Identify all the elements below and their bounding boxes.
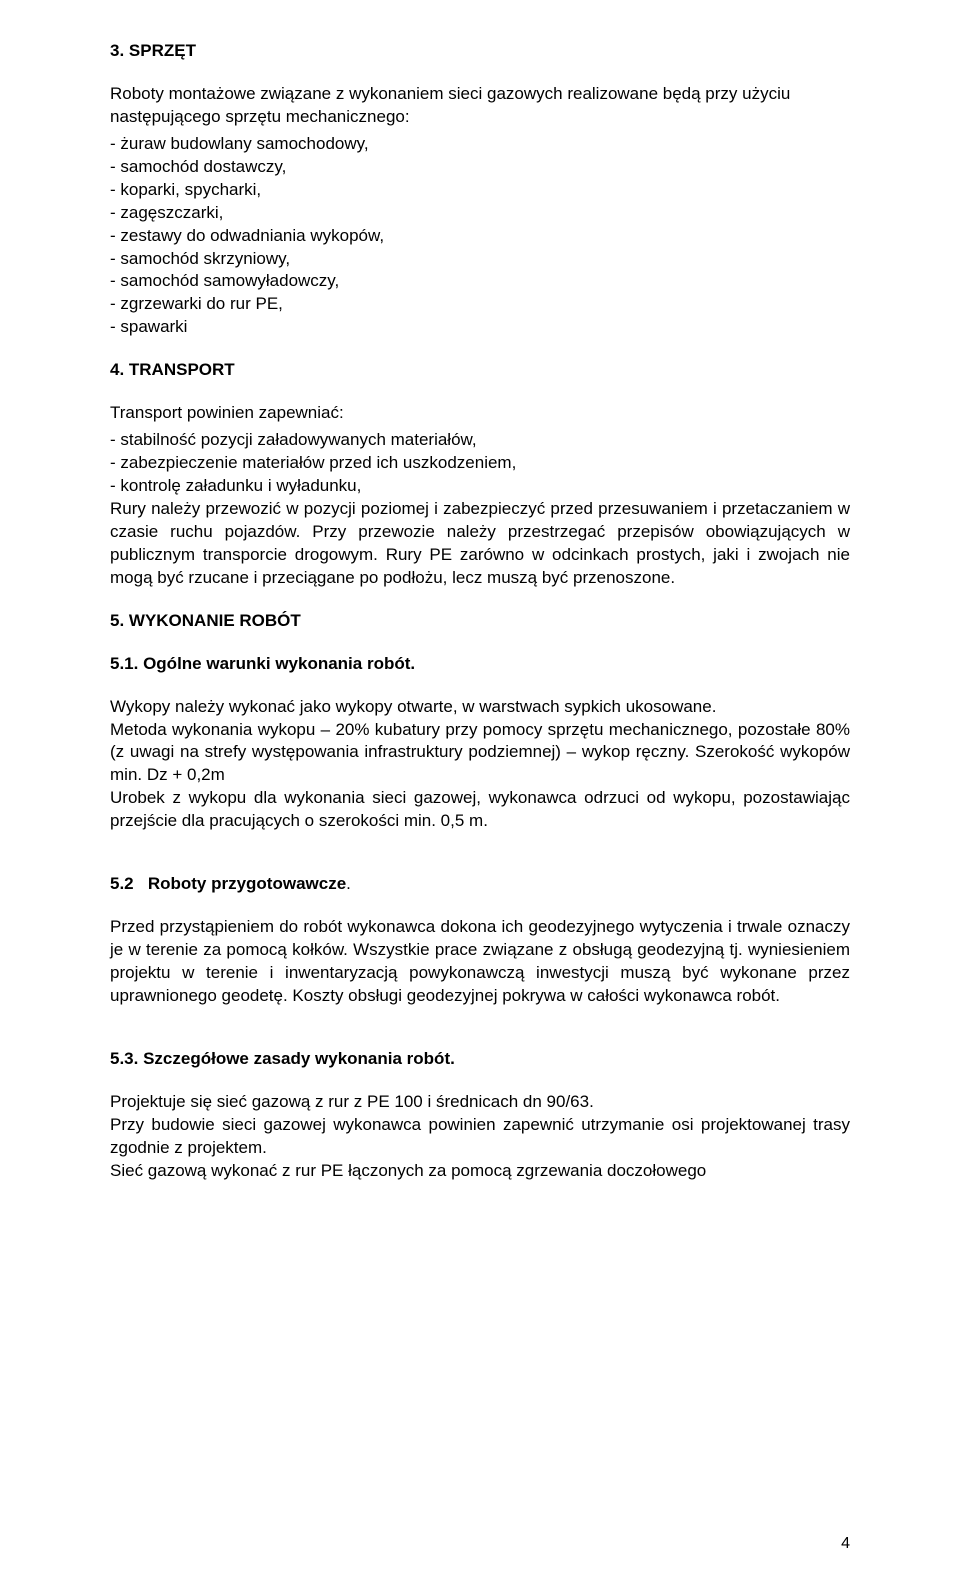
s3-item: - zestawy do odwadniania wykopów, bbox=[110, 225, 850, 248]
s4-item: - zabezpieczenie materiałów przed ich us… bbox=[110, 452, 850, 475]
s5-1-p1-text: Wykopy należy wykonać jako wykopy otwart… bbox=[110, 697, 716, 716]
s5-1-p2: Metoda wykonania wykopu – 20% kubatury p… bbox=[110, 719, 850, 788]
section-4-body: Rury należy przewozić w pozycji poziomej… bbox=[110, 498, 850, 590]
s3-item: - samochód samowyładowczy, bbox=[110, 270, 850, 293]
section-5-1-heading: 5.1. Ogólne warunki wykonania robót. bbox=[110, 653, 850, 676]
section-3-intro: Roboty montażowe związane z wykonaniem s… bbox=[110, 83, 850, 129]
document-page: 3. SPRZĘT Roboty montażowe związane z wy… bbox=[0, 0, 960, 1585]
s3-item: - koparki, spycharki, bbox=[110, 179, 850, 202]
s5-3-p2: Przy budowie sieci gazowej wykonawca pow… bbox=[110, 1114, 850, 1160]
section-3-heading: 3. SPRZĘT bbox=[110, 40, 850, 63]
section-5-heading: 5. WYKONANIE ROBÓT bbox=[110, 610, 850, 633]
section-5-3-heading: 5.3. Szczegółowe zasady wykonania robót. bbox=[110, 1048, 850, 1071]
s5-1-p3: Urobek z wykopu dla wykonania sieci gazo… bbox=[110, 787, 850, 833]
s5-2-title: Roboty przygotowawcze bbox=[148, 874, 346, 893]
s5-3-p3: Sieć gazową wykonać z rur PE łączonych z… bbox=[110, 1160, 850, 1183]
s4-item: - kontrolę załadunku i wyładunku, bbox=[110, 475, 850, 498]
section-5-2-heading: 5.2 Roboty przygotowawcze. bbox=[110, 873, 850, 896]
s5-2-body: Przed przystąpieniem do robót wykonawca … bbox=[110, 916, 850, 1008]
s5-1-p1: Wykopy należy wykonać jako wykopy otwart… bbox=[110, 696, 850, 719]
section-4-intro: Transport powinien zapewniać: bbox=[110, 402, 850, 425]
s3-item: - zagęszczarki, bbox=[110, 202, 850, 225]
s3-item: - zgrzewarki do rur PE, bbox=[110, 293, 850, 316]
s4-item: - stabilność pozycji załadowywanych mate… bbox=[110, 429, 850, 452]
s3-item: - samochód skrzyniowy, bbox=[110, 248, 850, 271]
section-4-heading: 4. TRANSPORT bbox=[110, 359, 850, 382]
s3-item: - spawarki bbox=[110, 316, 850, 339]
s3-item: - samochód dostawczy, bbox=[110, 156, 850, 179]
s3-item: - żuraw budowlany samochodowy, bbox=[110, 133, 850, 156]
s5-3-p1: Projektuje się sieć gazową z rur z PE 10… bbox=[110, 1091, 850, 1114]
s5-2-no: 5.2 bbox=[110, 874, 134, 893]
page-number: 4 bbox=[841, 1533, 850, 1555]
